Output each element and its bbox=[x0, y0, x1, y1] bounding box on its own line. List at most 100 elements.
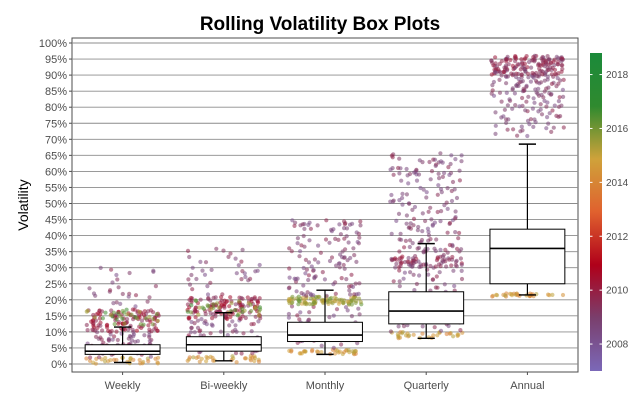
data-point bbox=[399, 260, 404, 265]
data-point bbox=[338, 232, 343, 237]
data-point bbox=[230, 319, 235, 324]
data-point bbox=[443, 247, 448, 252]
data-point bbox=[396, 324, 401, 329]
data-point bbox=[529, 65, 534, 70]
data-point bbox=[188, 330, 193, 335]
y-tick-label: 100% bbox=[39, 38, 67, 50]
data-point bbox=[340, 255, 345, 260]
chart-title: Rolling Volatility Box Plots bbox=[200, 14, 440, 35]
data-point bbox=[154, 312, 159, 317]
data-point bbox=[420, 211, 425, 216]
data-point bbox=[407, 201, 412, 206]
data-point bbox=[510, 63, 515, 68]
data-point bbox=[410, 207, 415, 212]
data-point bbox=[253, 314, 258, 319]
data-point bbox=[331, 345, 336, 350]
data-point bbox=[560, 66, 565, 72]
data-point bbox=[304, 267, 309, 272]
data-point bbox=[391, 172, 396, 177]
data-point bbox=[354, 259, 359, 264]
data-point bbox=[116, 311, 121, 316]
data-point bbox=[257, 305, 263, 310]
data-point bbox=[298, 310, 303, 315]
data-point bbox=[414, 281, 419, 287]
data-point bbox=[148, 354, 153, 359]
data-point bbox=[354, 230, 359, 235]
data-point bbox=[133, 304, 138, 309]
data-point bbox=[187, 282, 193, 287]
data-point bbox=[388, 329, 393, 334]
data-point bbox=[552, 57, 557, 62]
data-point bbox=[234, 329, 239, 334]
data-point bbox=[239, 295, 244, 301]
data-point bbox=[517, 104, 522, 109]
data-point bbox=[397, 249, 402, 254]
data-point bbox=[438, 219, 443, 224]
y-tick-label: 5% bbox=[51, 343, 67, 355]
data-point bbox=[526, 75, 531, 80]
data-point bbox=[429, 169, 435, 174]
data-point bbox=[516, 71, 521, 77]
data-point bbox=[301, 265, 306, 271]
data-point bbox=[333, 291, 338, 296]
data-point bbox=[303, 271, 308, 276]
data-point bbox=[505, 103, 510, 108]
data-point bbox=[355, 341, 360, 346]
data-point bbox=[337, 265, 342, 270]
data-point bbox=[249, 308, 254, 314]
y-axis-label: Volatility bbox=[15, 179, 31, 230]
data-point bbox=[397, 279, 402, 284]
data-point bbox=[446, 323, 451, 329]
data-point bbox=[426, 233, 432, 238]
data-point bbox=[357, 235, 362, 240]
data-point bbox=[289, 304, 295, 309]
data-point bbox=[185, 309, 190, 314]
data-point bbox=[109, 267, 114, 272]
data-point bbox=[114, 272, 119, 278]
data-point bbox=[204, 354, 209, 360]
data-point bbox=[147, 327, 152, 332]
y-tick-label: 95% bbox=[45, 54, 67, 66]
data-point bbox=[304, 293, 309, 298]
data-point bbox=[411, 272, 416, 277]
data-point bbox=[233, 256, 238, 261]
data-point bbox=[290, 218, 295, 223]
data-point bbox=[209, 267, 214, 272]
data-point bbox=[545, 115, 550, 120]
data-point bbox=[524, 99, 529, 104]
data-point bbox=[329, 255, 335, 260]
data-point bbox=[295, 276, 300, 281]
data-point bbox=[200, 305, 205, 310]
data-point bbox=[513, 54, 518, 60]
data-point bbox=[242, 271, 247, 276]
data-point bbox=[98, 323, 103, 328]
data-point bbox=[507, 97, 512, 102]
data-point bbox=[308, 226, 313, 231]
y-tick-label: 65% bbox=[45, 150, 67, 162]
data-point bbox=[504, 57, 509, 62]
data-point bbox=[233, 302, 238, 307]
data-point bbox=[98, 335, 103, 340]
colorbar-label: 2014 bbox=[606, 178, 629, 189]
data-point bbox=[307, 301, 312, 307]
data-point bbox=[435, 333, 440, 338]
data-point bbox=[525, 133, 530, 139]
y-axis: 0% 5% 10% 15% 20% 25% 30% 35% 40% 45% 50% 55% 60% 65%… bbox=[39, 38, 72, 371]
data-point bbox=[229, 301, 234, 306]
box-plot-quarterly bbox=[388, 242, 465, 340]
data-point bbox=[142, 333, 147, 338]
data-point bbox=[429, 217, 434, 222]
data-point bbox=[458, 328, 463, 333]
data-point bbox=[389, 231, 394, 236]
data-point bbox=[125, 312, 130, 317]
data-point bbox=[554, 54, 559, 60]
data-point bbox=[545, 65, 550, 70]
data-point bbox=[510, 106, 515, 111]
data-point bbox=[252, 358, 257, 364]
data-point bbox=[228, 251, 233, 256]
data-point bbox=[509, 71, 514, 76]
data-point bbox=[294, 289, 299, 294]
data-point bbox=[490, 83, 495, 88]
data-point bbox=[135, 316, 140, 321]
data-point bbox=[389, 192, 394, 198]
